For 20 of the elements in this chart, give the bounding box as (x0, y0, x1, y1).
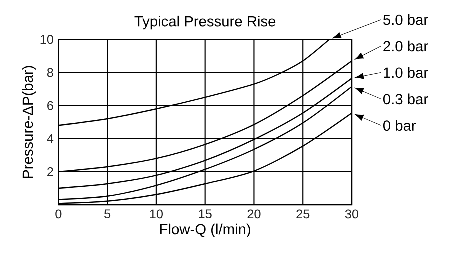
x-tick-label: 20 (248, 210, 261, 219)
x-tick-label: 5 (104, 210, 111, 219)
x-tick-label: 30 (345, 210, 359, 219)
x-tick-label: 15 (199, 210, 212, 219)
x-tick-label: 0 (56, 210, 62, 219)
legend-label: 0 bar (383, 120, 416, 132)
legend-label: 5.0 bar (384, 14, 428, 26)
legend-label: 0.3 bar (383, 94, 428, 105)
chart-title: Typical Pressure Rise (134, 16, 276, 30)
y-tick-label: 10 (40, 35, 54, 44)
y-tick-label: 8 (47, 68, 54, 78)
y-tick-label: 4 (47, 134, 54, 144)
legend-label: 2.0 bar (384, 40, 428, 52)
x-tick-label: 25 (296, 210, 310, 219)
y-axis-title: Pressure-ΔP(bar) (22, 66, 36, 178)
x-tick-label: 10 (150, 210, 163, 219)
legend-label: 1.0 bar (384, 67, 428, 78)
y-tick-label: 6 (48, 101, 54, 110)
x-axis-title: Flow-Q (l/min) (160, 224, 250, 238)
y-tick-label: 2 (48, 168, 54, 176)
